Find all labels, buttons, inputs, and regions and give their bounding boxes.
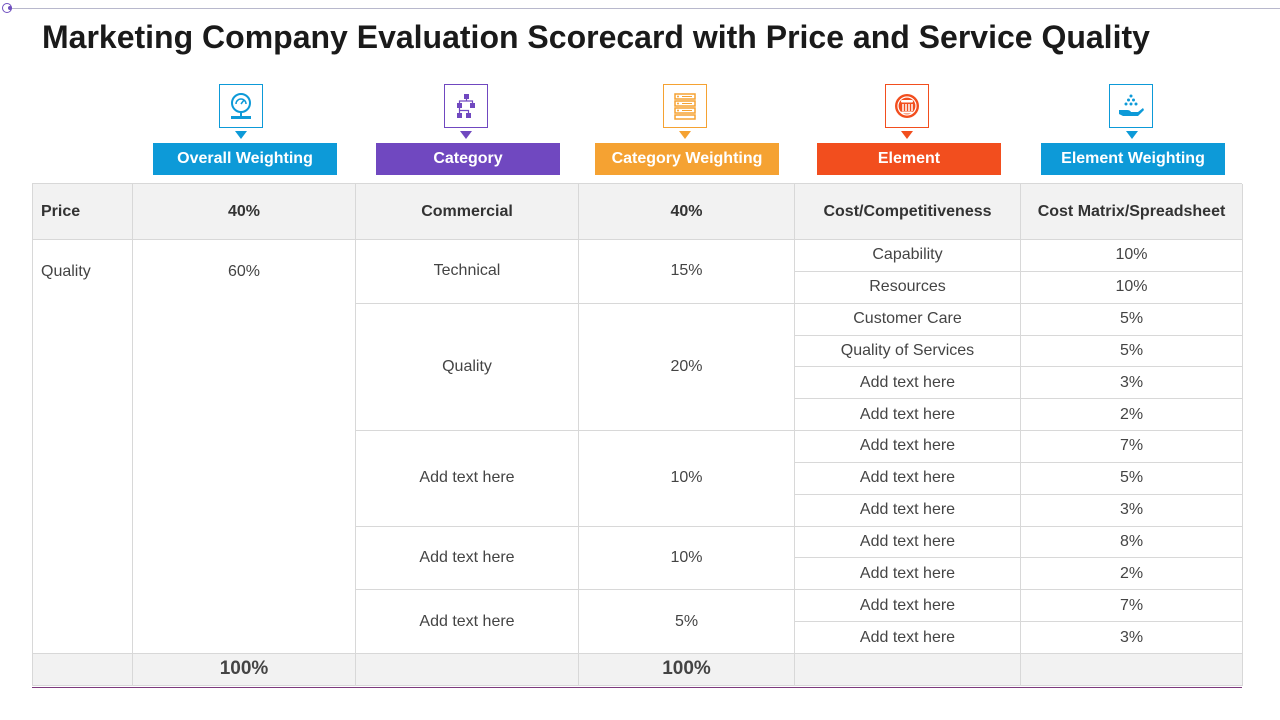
category-weighting-cell: 10% [579, 431, 795, 527]
element-cell: Add text here [795, 367, 1021, 400]
org-hierarchy-icon [444, 84, 488, 128]
total-empty-cell [33, 653, 133, 686]
category-cell: Add text here [356, 526, 579, 591]
element-cell: Quality of Services [795, 335, 1021, 368]
category-cell: Technical [356, 240, 579, 304]
element-cell: Add text here [795, 399, 1021, 432]
element-cell: Add text here [795, 558, 1021, 591]
element-weighting-cell: 3% [1021, 367, 1243, 400]
page-title: Marketing Company Evaluation Scorecard w… [42, 19, 1150, 55]
category-weighting-cell: 15% [579, 240, 795, 304]
element-weighting-cell: 5% [1021, 462, 1243, 495]
price-overall-weighting: 40% [133, 184, 356, 240]
category-cell: Add text here [356, 590, 579, 654]
element-weighting-cell: 5% [1021, 335, 1243, 368]
element-weighting-cell: 3% [1021, 494, 1243, 527]
element-weighting-cell: 10% [1021, 240, 1243, 272]
element-weighting-cell: 5% [1021, 303, 1243, 336]
total-empty-cell [795, 653, 1021, 686]
element-cell: Add text here [795, 494, 1021, 527]
element-pointer [901, 131, 913, 139]
element-cell: Add text here [795, 590, 1021, 623]
element-weighting-cell: 8% [1021, 526, 1243, 559]
element-cell: Add text here [795, 526, 1021, 559]
quality-overall-weighting: 60% [133, 240, 356, 654]
element-weighting-cell: 7% [1021, 431, 1243, 463]
category-weighting-cell: 10% [579, 526, 795, 591]
price-category: Commercial [356, 184, 579, 240]
element-weighting-cell: 2% [1021, 399, 1243, 432]
overall-weighting-total: 100% [133, 653, 356, 686]
price-category-weighting: 40% [579, 184, 795, 240]
element-header: Element [817, 143, 1001, 175]
hand-with-dots-icon [1109, 84, 1153, 128]
element-cell: Customer Care [795, 303, 1021, 336]
element-cell: Add text here [795, 431, 1021, 463]
top-divider-line [12, 8, 1280, 9]
category-weighting-pointer [679, 131, 691, 139]
category-pointer [460, 131, 472, 139]
element-weighting-cell: 3% [1021, 622, 1243, 654]
category-cell: Quality [356, 303, 579, 432]
element-weighting-header: Element Weighting [1041, 143, 1225, 175]
element-cell: Add text here [795, 462, 1021, 495]
element-cell: Add text here [795, 622, 1021, 654]
element-weighting-cell: 2% [1021, 558, 1243, 591]
category-header: Category [376, 143, 560, 175]
category-cell: Add text here [356, 431, 579, 527]
overall-weighting-header: Overall Weighting [153, 143, 337, 175]
scorecard-table: Price 40% Commercial 40% Cost/Competitiv… [32, 183, 1243, 686]
criterion-price: Price [33, 184, 133, 240]
gauge-dashboard-icon [219, 84, 263, 128]
category-weighting-cell: 20% [579, 303, 795, 432]
category-weighting-total: 100% [579, 653, 795, 686]
element-weighting-cell: 10% [1021, 271, 1243, 304]
price-element: Cost/Competitiveness [795, 184, 1021, 240]
total-empty-cell [356, 653, 579, 686]
category-weighting-cell: 5% [579, 590, 795, 654]
total-empty-cell [1021, 653, 1243, 686]
element-weighting-pointer [1126, 131, 1138, 139]
element-cell: Resources [795, 271, 1021, 304]
category-weighting-header: Category Weighting [595, 143, 779, 175]
element-weighting-cell: 7% [1021, 590, 1243, 623]
price-element-weighting: Cost Matrix/Spreadsheet [1021, 184, 1243, 240]
corner-dot-decoration [2, 3, 12, 13]
server-list-icon [663, 84, 707, 128]
overall-weighting-pointer [235, 131, 247, 139]
criterion-quality: Quality [33, 240, 133, 654]
element-cell: Capability [795, 240, 1021, 272]
hamburger-icon [885, 84, 929, 128]
bottom-divider-line [32, 687, 1242, 688]
